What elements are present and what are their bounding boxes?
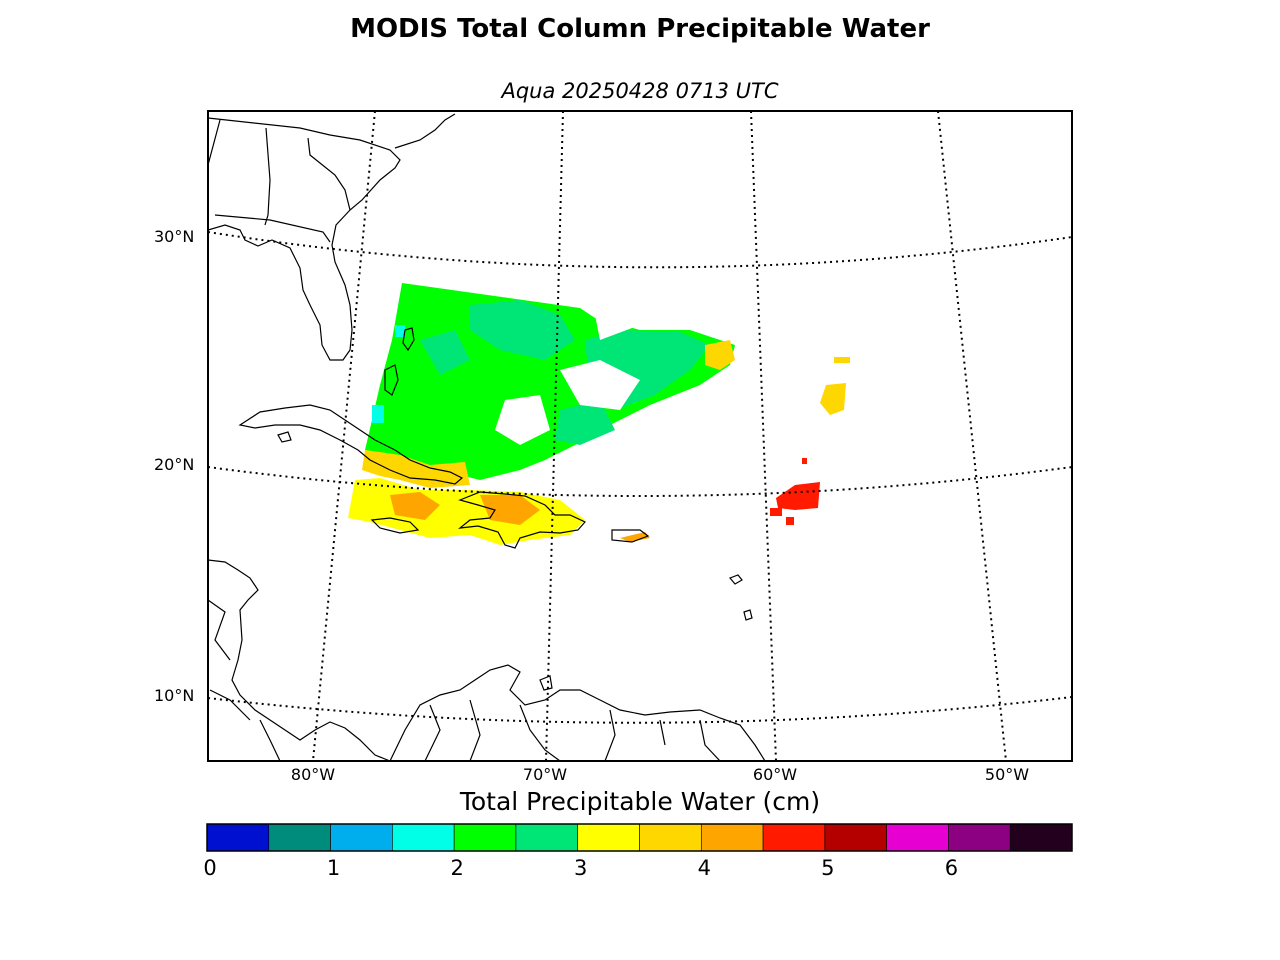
lon-label-50w: 50°W	[984, 765, 1030, 784]
colorbar-tick-label: 6	[944, 856, 959, 880]
coast-puerto-rico	[611, 529, 650, 543]
figure-title: MODIS Total Column Precipitable Water	[350, 14, 930, 44]
coastlines	[208, 113, 766, 761]
figure-subtitle: Aqua 20250428 0713 UTC	[501, 79, 779, 103]
colorbar-segment	[515, 823, 579, 852]
tpw-gap-3	[595, 315, 640, 340]
coast-abaco	[402, 327, 415, 352]
lat-label-10n: 10°N	[154, 686, 195, 705]
tpw-region-ne-dots	[834, 357, 850, 363]
colorbar-tick-label: 3	[574, 856, 588, 880]
colorbar-tick-label: 2	[450, 856, 464, 880]
colorbar-tick-label: 5	[821, 856, 835, 880]
state-borders	[208, 119, 351, 243]
tpw-region-red2	[770, 508, 782, 516]
colorbar-tick-label: 0	[203, 856, 217, 880]
parallel-30n	[208, 231, 1072, 269]
parallel-10n	[208, 696, 1072, 724]
tpw-region-teal4	[555, 400, 615, 445]
tpw-region-ne	[820, 383, 846, 415]
lon-label-60w: 60°W	[752, 765, 798, 784]
meridian-70w	[545, 111, 564, 761]
lon-label-70w: 70°W	[522, 765, 568, 784]
coast-central-america	[208, 559, 391, 761]
tpw-region-cyan	[372, 405, 384, 423]
coast-guadeloupe	[728, 574, 743, 585]
tpw-region-teal1	[470, 300, 575, 360]
colorbar-label: Total Precipitable Water (cm)	[459, 787, 821, 816]
map-background	[208, 111, 1072, 761]
colorbar	[206, 823, 1073, 852]
tpw-swath	[348, 283, 850, 545]
colorbar-segment	[268, 823, 331, 852]
colorbar-segment	[453, 823, 517, 852]
colorbar-segment	[392, 823, 455, 852]
coast-outer-banks	[394, 113, 456, 149]
tpw-region-pr	[620, 532, 650, 542]
coast-south-america	[389, 664, 766, 761]
colorbar-segment	[762, 823, 826, 852]
meridian-60w	[750, 111, 777, 761]
lon-label-80w: 80°W	[290, 765, 336, 784]
coast-trinidad	[539, 675, 553, 691]
colorbar-segment	[886, 823, 949, 852]
lat-label-20n: 20°N	[154, 455, 195, 474]
coast-cuba	[238, 404, 464, 485]
coast-jamaica	[370, 517, 420, 534]
tpw-region-red3	[786, 517, 794, 525]
meridian-50w	[937, 111, 1007, 761]
map-frame	[207, 110, 1073, 762]
tpw-region-cyan2	[395, 325, 405, 337]
coast-hispaniola	[458, 491, 586, 549]
colorbar-segment	[639, 823, 702, 852]
tpw-region-gold	[362, 450, 470, 488]
colorbar-segment	[948, 823, 1011, 852]
tpw-region-orange1	[390, 492, 440, 520]
parallel-20n	[208, 466, 1072, 497]
tpw-region-red	[776, 482, 820, 510]
coast-andros	[384, 364, 399, 396]
colorbar-tick-label: 1	[326, 856, 341, 880]
meridian-80w	[312, 111, 376, 761]
colorbar-segment	[824, 823, 887, 852]
lat-label-30n: 30°N	[154, 227, 195, 246]
colorbar-segment	[700, 823, 764, 852]
tpw-region-teal3	[420, 330, 470, 375]
tpw-gap-2	[495, 395, 550, 445]
coast-martinique	[743, 609, 753, 621]
coast-us-southeast	[208, 117, 401, 361]
borders-central-america	[208, 599, 281, 761]
tpw-gap-1	[560, 360, 640, 410]
coast-isle-youth	[277, 431, 292, 443]
colorbar-frame	[206, 823, 1073, 852]
tpw-region-east-gold	[705, 340, 735, 370]
colorbar-segment	[330, 823, 393, 852]
colorbar-segment	[577, 823, 640, 852]
tpw-region-red4	[802, 458, 807, 464]
colorbar-segment	[1009, 823, 1073, 852]
colorbar-segment	[206, 823, 270, 852]
map-content	[208, 111, 1072, 761]
graticule	[208, 111, 1072, 761]
borders-south-america	[424, 699, 721, 761]
colorbar-tick-label: 4	[697, 856, 711, 880]
tpw-region-orange2	[480, 495, 540, 525]
